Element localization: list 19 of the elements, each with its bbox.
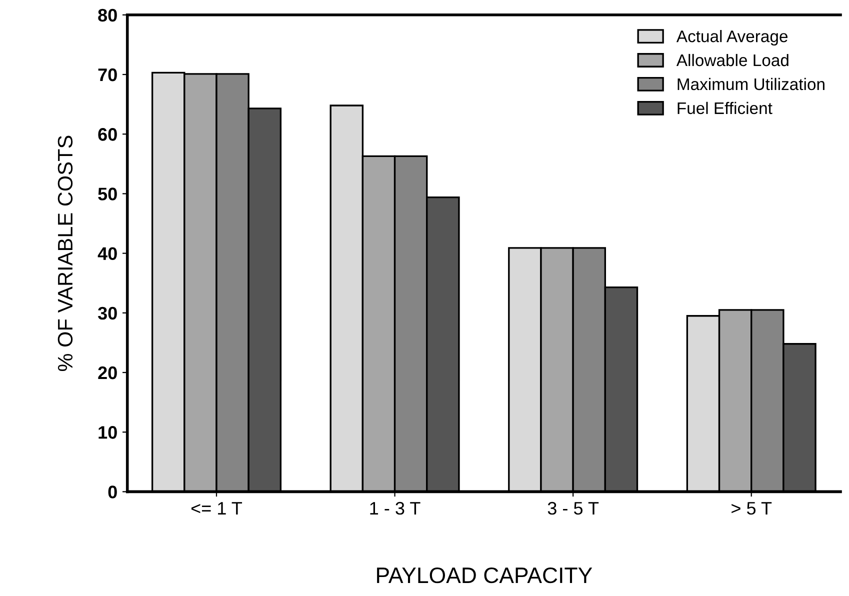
x-tick-label: > 5 T: [732, 502, 772, 515]
y-tick-label: 20: [98, 366, 117, 380]
y-tick-label: 0: [108, 486, 117, 498]
y-axis-title: % OF VARIABLE COSTS: [58, 136, 73, 372]
legend-label: Fuel Efficient: [678, 102, 772, 114]
x-tick-label: <= 1 T: [191, 502, 242, 515]
y-tick-label: 60: [98, 128, 117, 141]
y-tick-label: 70: [98, 68, 117, 82]
legend-label: Maximum Utilization: [678, 78, 824, 90]
legend-label: Allowable Load: [676, 54, 788, 66]
y-tick-label: 40: [98, 247, 117, 260]
x-axis-title: PAYLOAD CAPACITY: [377, 567, 592, 584]
y-tick-label: 80: [98, 8, 117, 22]
legend-label: Actual Average: [676, 30, 788, 46]
y-tick-label: 10: [98, 426, 117, 439]
x-tick-label: 3 - 5 T: [548, 502, 599, 515]
x-tick-label: 1 - 3 T: [370, 502, 420, 515]
y-tick-label: 30: [98, 306, 117, 320]
y-tick-label: 50: [98, 188, 117, 200]
